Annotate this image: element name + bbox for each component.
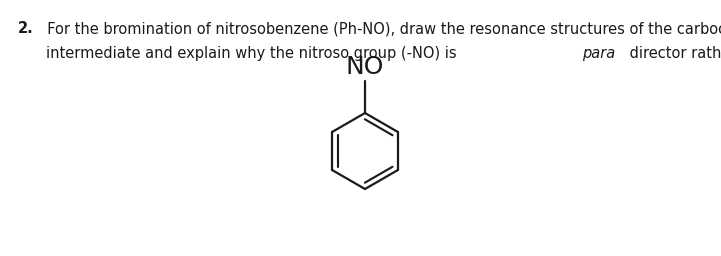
Text: 2.: 2. [18, 21, 34, 36]
Text: director rather than: director rather than [624, 46, 721, 61]
Text: For the bromination of nitrosobenzene (Ph-NO), draw the resonance structures of : For the bromination of nitrosobenzene (P… [38, 21, 721, 36]
Text: intermediate and explain why the nitroso group (-NO) is: intermediate and explain why the nitroso… [46, 46, 461, 61]
Text: NO: NO [346, 55, 384, 79]
Text: para: para [582, 46, 615, 61]
